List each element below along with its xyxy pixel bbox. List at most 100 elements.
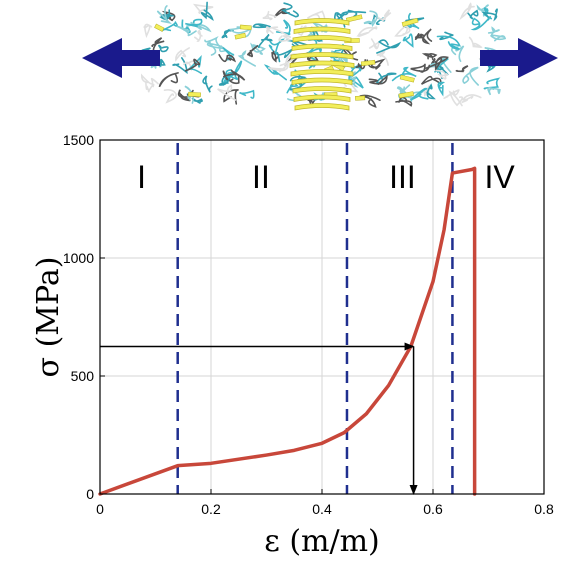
protein-coil <box>223 69 246 81</box>
protein-coil <box>425 56 449 72</box>
protein-illustration <box>82 1 558 111</box>
region-label: IV <box>484 159 515 195</box>
beta-strand <box>290 69 354 77</box>
protein-coil <box>268 38 286 56</box>
protein-coil <box>467 9 479 20</box>
strand-fragment <box>398 91 414 99</box>
beta-strand <box>292 35 352 43</box>
protein-coil <box>271 50 279 63</box>
protein-coil <box>172 57 188 75</box>
protein-coil <box>435 69 449 80</box>
protein-coil <box>451 45 465 62</box>
protein-coil <box>175 47 190 62</box>
protein-coil <box>490 34 507 42</box>
protein-coil <box>375 9 392 22</box>
protein-coil <box>376 50 389 66</box>
protein-coil <box>218 73 232 86</box>
protein-coil <box>202 75 213 93</box>
protein-coil <box>363 10 378 28</box>
protein-coil <box>281 2 299 18</box>
y-tick-label: 500 <box>71 368 95 384</box>
strand-fragment <box>154 23 165 32</box>
protein-coil <box>151 37 165 56</box>
region-labels: I II III IV <box>137 159 515 195</box>
protein-coil <box>247 44 259 58</box>
x-tick-label: 0.6 <box>423 501 443 517</box>
protein-coil <box>262 10 277 21</box>
protein-coil <box>391 66 417 82</box>
protein-coil <box>461 94 482 104</box>
strand-fragment <box>399 74 415 83</box>
x-axis-label: ε (m/m) <box>264 524 380 559</box>
strand-fragment <box>345 14 363 23</box>
protein-coil <box>177 89 192 102</box>
strand-fragment <box>360 59 376 67</box>
region-label: III <box>389 159 416 195</box>
protein-coil <box>419 28 433 45</box>
beta-sheet-helix <box>289 18 355 111</box>
protein-coil <box>250 42 266 55</box>
protein-coil <box>483 77 501 90</box>
protein-coil <box>187 54 203 75</box>
plot-frame <box>99 139 545 495</box>
protein-coil <box>356 26 378 38</box>
protein-coil <box>470 16 491 31</box>
left-pull-arrow <box>82 38 160 78</box>
protein-coil <box>439 31 454 41</box>
protein-coil <box>204 36 224 50</box>
protein-coil <box>487 87 501 96</box>
protein-coil <box>481 8 498 22</box>
protein-coil <box>359 94 381 108</box>
protein-coil <box>185 21 212 33</box>
protein-coil <box>443 89 460 99</box>
protein-coil <box>414 33 423 40</box>
protein-coil <box>272 27 293 42</box>
annotation-arrows <box>100 342 418 495</box>
beta-strand <box>291 77 353 85</box>
protein-coil <box>159 9 176 21</box>
protein-coil <box>421 53 438 60</box>
protein-coil <box>396 86 408 96</box>
y-axis-label: σ (MPa) <box>31 257 66 378</box>
protein-coil <box>217 84 237 101</box>
protein-coil <box>221 29 234 39</box>
x-tick-labels: 0 0.2 0.4 0.6 0.8 <box>96 489 554 517</box>
strand-fragment <box>355 95 366 101</box>
protein-coil <box>156 5 172 24</box>
protein-coil <box>394 25 411 37</box>
protein-coil <box>158 44 169 53</box>
protein-coil <box>218 54 236 63</box>
protein-coil <box>487 26 500 39</box>
protein-coil <box>341 9 367 18</box>
series-line <box>98 166 477 496</box>
protein-coil <box>410 63 431 73</box>
x-tick-label: 0.4 <box>312 501 332 517</box>
beta-strand <box>293 26 351 34</box>
protein-coil <box>426 83 436 100</box>
protein-coil <box>279 53 300 67</box>
protein-coil <box>402 33 414 48</box>
protein-coil <box>368 38 381 50</box>
x-tick-label: 0 <box>96 501 104 517</box>
protein-coil <box>239 89 255 99</box>
protein-coil <box>252 23 271 29</box>
strand-fragment <box>234 32 247 40</box>
protein-coil <box>200 1 214 22</box>
protein-coil <box>140 73 159 85</box>
protein-coil <box>436 35 461 50</box>
protein-coil <box>222 70 240 85</box>
beta-strand <box>292 86 352 94</box>
region-label: II <box>252 159 270 195</box>
protein-coil <box>267 60 289 73</box>
strand-fragment <box>239 24 252 31</box>
strand-fragment <box>401 17 419 27</box>
protein-coil <box>455 65 469 73</box>
region-label: I <box>137 159 146 195</box>
strand-fragment <box>188 91 201 98</box>
protein-coil <box>185 18 203 28</box>
protein-coil <box>376 39 402 54</box>
protein-coil <box>459 2 475 21</box>
beta-strand <box>290 52 354 60</box>
